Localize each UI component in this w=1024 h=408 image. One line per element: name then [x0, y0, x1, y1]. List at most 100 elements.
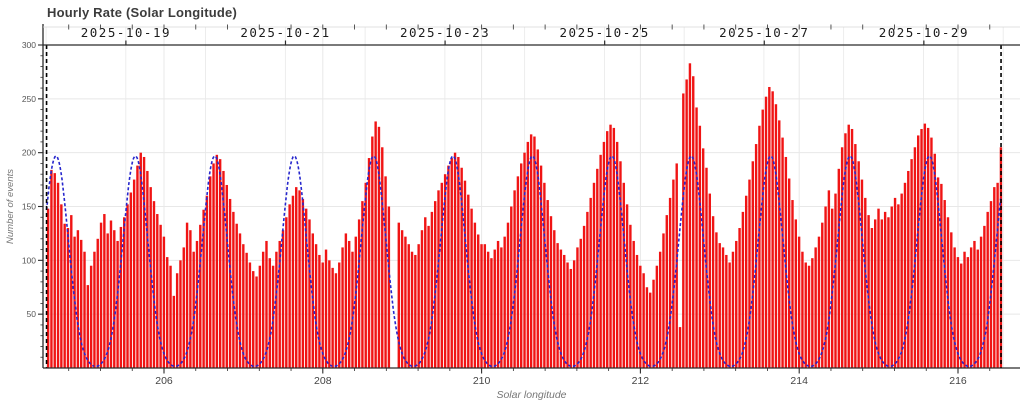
hourly-rate-bar — [877, 208, 880, 368]
date-label: 2025-10-29 — [879, 25, 969, 40]
bars-layer — [46, 63, 1003, 369]
hourly-rate-bar — [649, 292, 652, 368]
hourly-rate-bar — [447, 165, 450, 368]
hourly-rate-bar — [738, 228, 741, 368]
hourly-rate-bar — [652, 279, 655, 368]
hourly-rate-bar — [443, 174, 447, 368]
hourly-rate-bar — [887, 217, 890, 368]
hourly-rate-bar — [172, 295, 176, 368]
hourly-rate-bar — [324, 249, 328, 368]
hourly-rate-bar — [837, 168, 841, 368]
hourly-rate-bar — [400, 230, 404, 368]
hourly-rate-bar — [50, 169, 53, 368]
hourly-rate-bar — [834, 193, 837, 368]
hourly-rate-bar — [407, 244, 410, 368]
hourly-rate-bar — [248, 262, 252, 368]
hourly-rate-bar — [930, 137, 933, 368]
hourly-rate-bar — [480, 244, 483, 368]
hourly-rate-bar — [222, 170, 225, 368]
x-axis: 206 208 210 212 214 216 — [68, 368, 991, 387]
hourly-rate-bar — [784, 156, 788, 368]
hourly-rate-bar — [467, 194, 470, 368]
hourly-rate-bar — [950, 232, 953, 368]
hourly-rate-bar — [321, 262, 324, 368]
hourly-rate-bar — [314, 244, 318, 368]
hourly-rate-bar — [940, 183, 943, 368]
hourly-rate-bar — [331, 267, 334, 368]
hourly-rate-bar — [463, 180, 467, 368]
hourly-rate-bar — [701, 148, 705, 368]
hourly-rate-bar — [357, 219, 361, 368]
hourly-rate-bar — [529, 134, 533, 368]
hourly-rate-bar — [218, 159, 222, 368]
hourly-rate-bar — [913, 147, 917, 368]
hourly-rate-bar — [553, 230, 556, 368]
hourly-rate-bar — [804, 262, 807, 368]
hourly-rate-bar — [195, 240, 199, 368]
hourly-rate-bar — [685, 79, 688, 368]
hourly-rate-bar — [149, 187, 152, 368]
hourly-rate-bar — [821, 222, 824, 368]
hourly-rate-bar — [96, 238, 99, 368]
hourly-rate-bar — [162, 236, 166, 368]
hourly-rate-bar — [612, 127, 616, 369]
hourly-rate-bar — [56, 182, 60, 368]
date-label: 2025-10-23 — [400, 25, 490, 40]
hourly-rate-bar — [860, 179, 864, 368]
hourly-rate-bar — [470, 208, 473, 368]
hourly-rate-bar — [907, 170, 910, 368]
hourly-rate-bar — [53, 173, 56, 368]
hourly-rate-bar — [582, 225, 586, 368]
hourly-rate-bar — [751, 161, 754, 368]
hourly-rate-bar — [424, 217, 427, 368]
hourly-rate-bar — [437, 190, 440, 368]
hourly-rate-bar — [433, 201, 437, 368]
hourly-rate-bar — [166, 257, 169, 368]
hourly-rate-bar — [943, 200, 946, 368]
hourly-rate-bar — [824, 206, 827, 368]
hourly-rate-bar — [301, 198, 305, 368]
hourly-rate-bar — [993, 187, 996, 368]
hourly-rate-bar — [179, 260, 182, 368]
hourly-rate-bar — [655, 265, 659, 368]
hourly-rate-bar — [268, 258, 271, 368]
hourly-rate-bar — [946, 217, 950, 368]
hourly-rate-bar — [526, 141, 530, 368]
y-axis: 50 100 150 200 250 300 — [22, 40, 43, 358]
hourly-rate-bar — [298, 190, 301, 368]
hourly-rate-bar — [566, 262, 569, 368]
hourly-rate-bar — [384, 176, 387, 368]
chart-title: Hourly Rate (Solar Longitude) — [47, 5, 237, 20]
hourly-rate-bar — [496, 240, 500, 368]
hourly-rate-bar — [705, 167, 708, 368]
x-tick-label: 214 — [790, 375, 808, 387]
hourly-rate-bar — [880, 219, 884, 368]
hourly-rate-bar — [374, 121, 377, 368]
hourly-rate-bar — [503, 236, 506, 368]
hourly-rate-bar — [126, 204, 129, 368]
hourly-rate-bar — [142, 156, 146, 368]
hourly-rate-bar — [351, 251, 354, 368]
hourly-rate-bar — [510, 206, 513, 368]
hourly-rate-bar — [440, 182, 444, 368]
hourly-rate-bar — [748, 179, 751, 368]
hourly-rate-bar — [576, 247, 579, 368]
hourly-rate-bar — [761, 109, 764, 368]
hourly-rate-bar — [758, 125, 761, 368]
hourly-rate-bar — [606, 131, 609, 368]
hourly-rate-bar — [857, 161, 860, 368]
hourly-rate-bar — [516, 176, 520, 368]
hourly-rate-bar — [513, 190, 516, 368]
hourly-rate-bar — [225, 184, 228, 368]
hourly-rate-bar — [46, 208, 50, 368]
hourly-rate-bar — [854, 144, 857, 368]
hourly-rate-bar — [966, 257, 970, 368]
hourly-rate-bar — [678, 327, 682, 368]
hourly-rate-bar — [672, 179, 675, 368]
hourly-rate-bar — [477, 234, 480, 368]
hourly-rate-bar — [430, 211, 434, 368]
hourly-rate-bar — [642, 273, 645, 368]
hourly-rate-bar — [486, 251, 490, 368]
hourly-rate-bar — [933, 153, 936, 368]
hourly-rate-bar — [668, 197, 672, 368]
